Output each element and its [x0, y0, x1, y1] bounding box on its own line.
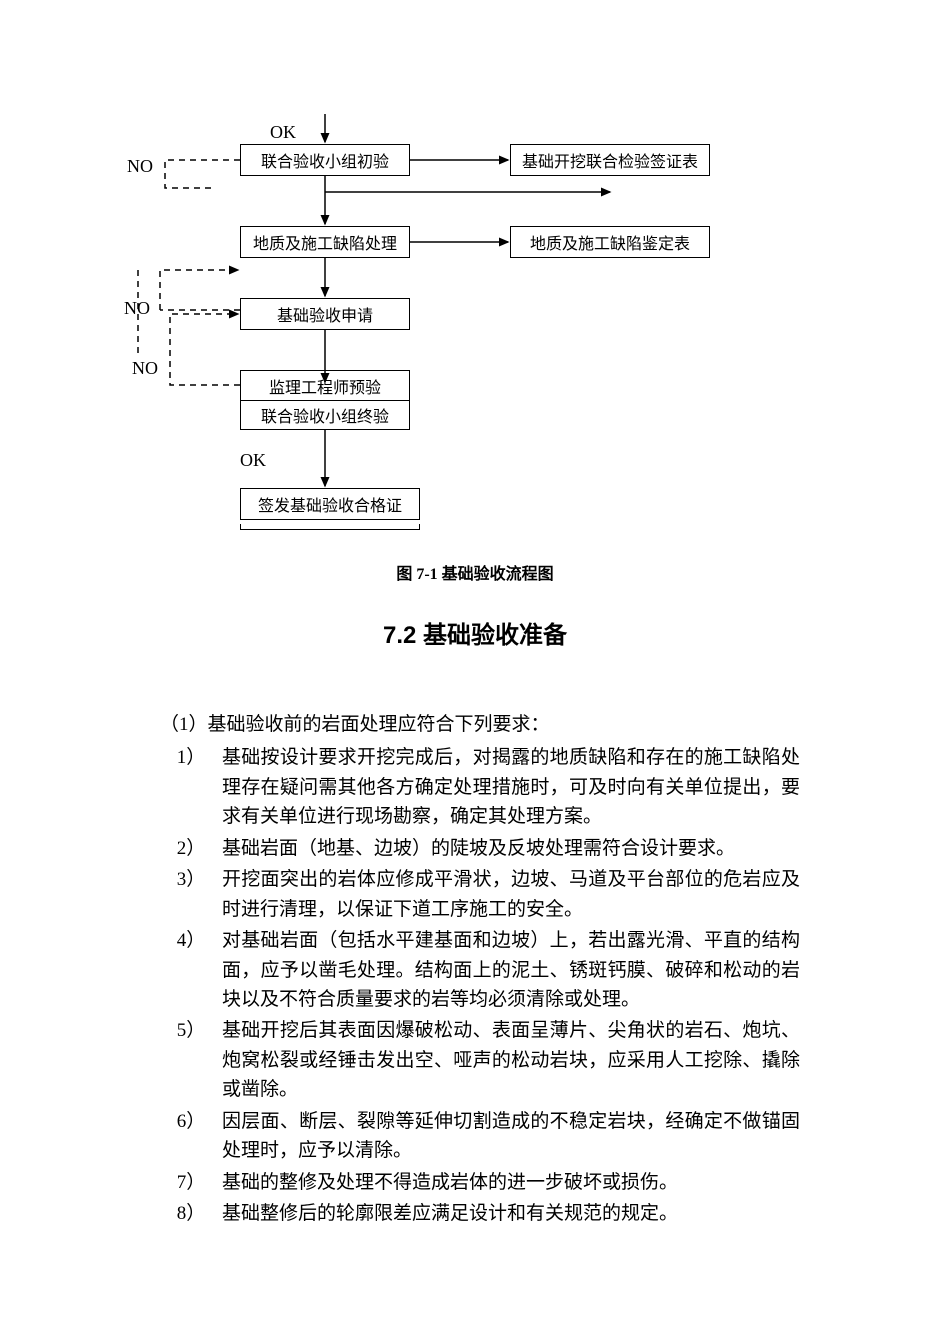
- list-item-number: 8）: [160, 1199, 222, 1228]
- list-item-text: 基础岩面（地基、边坡）的陡坡及反坡处理需符合设计要求。: [222, 834, 800, 863]
- node-issue-cert: 签发基础验收合格证: [240, 488, 420, 520]
- label-ok-bottom: OK: [240, 450, 266, 471]
- flowchart-caption: 图 7-1 基础验收流程图: [0, 560, 950, 584]
- section-title: 7.2 基础验收准备: [0, 615, 950, 650]
- label-ok-top: OK: [270, 122, 296, 143]
- list-item: 7）基础的整修及处理不得造成岩体的进一步破坏或损伤。: [160, 1168, 800, 1197]
- node-form2: 地质及施工缺陷鉴定表: [510, 226, 710, 258]
- list-item-number: 4）: [160, 926, 222, 1014]
- list-item-text: 基础开挖后其表面因爆破松动、表面呈薄片、尖角状的岩石、炮坑、炮窝松裂或经锤击发出…: [222, 1016, 800, 1104]
- list-item-text: 开挖面突出的岩体应修成平滑状，边坡、马道及平台部位的危岩应及时进行清理，以保证下…: [222, 865, 800, 924]
- list-item: 8）基础整修后的轮廓限差应满足设计和有关规范的规定。: [160, 1199, 800, 1228]
- node-pre-inspect: 监理工程师预验: [240, 370, 410, 400]
- node-inspect-init: 联合验收小组初验: [240, 144, 410, 176]
- list-item-text: 基础整修后的轮廓限差应满足设计和有关规范的规定。: [222, 1199, 800, 1228]
- list-item: 5）基础开挖后其表面因爆破松动、表面呈薄片、尖角状的岩石、炮坑、炮窝松裂或经锤击…: [160, 1016, 800, 1104]
- intro-prefix: （1）: [160, 714, 208, 735]
- list-item-number: 3）: [160, 865, 222, 924]
- list-item: 3）开挖面突出的岩体应修成平滑状，边坡、马道及平台部位的危岩应及时进行清理，以保…: [160, 865, 800, 924]
- list-item: 2）基础岩面（地基、边坡）的陡坡及反坡处理需符合设计要求。: [160, 834, 800, 863]
- label-no1: NO: [127, 156, 153, 177]
- list-item-number: 2）: [160, 834, 222, 863]
- list-item: 6）因层面、断层、裂隙等延伸切割造成的不稳定岩块，经确定不做锚固处理时，应予以清…: [160, 1107, 800, 1166]
- flowchart: 联合验收小组初验 基础开挖联合检验签证表 地质及施工缺陷处理 地质及施工缺陷鉴定…: [110, 100, 750, 540]
- label-no2: NO: [124, 298, 150, 319]
- content-body: （1）基础验收前的岩面处理应符合下列要求： 1）基础按设计要求开挖完成后，对揭露…: [160, 710, 800, 1230]
- list-item-text: 基础按设计要求开挖完成后，对揭露的地质缺陷和存在的施工缺陷处理存在疑问需其他各方…: [222, 743, 800, 831]
- list-item-text: 因层面、断层、裂隙等延伸切割造成的不稳定岩块，经确定不做锚固处理时，应予以清除。: [222, 1107, 800, 1166]
- list-item-text: 基础的整修及处理不得造成岩体的进一步破坏或损伤。: [222, 1168, 800, 1197]
- node-final-inspect: 联合验收小组终验: [240, 400, 410, 430]
- list-item-number: 7）: [160, 1168, 222, 1197]
- intro-line: （1）基础验收前的岩面处理应符合下列要求：: [160, 710, 800, 739]
- node-defect-process: 地质及施工缺陷处理: [240, 226, 410, 258]
- node-apply: 基础验收申请: [240, 298, 410, 330]
- list-item: 1）基础按设计要求开挖完成后，对揭露的地质缺陷和存在的施工缺陷处理存在疑问需其他…: [160, 743, 800, 831]
- list-item-text: 对基础岩面（包括水平建基面和边坡）上，若出露光滑、平直的结构面，应予以凿毛处理。…: [222, 926, 800, 1014]
- list-item-number: 5）: [160, 1016, 222, 1104]
- intro-text: 基础验收前的岩面处理应符合下列要求：: [208, 714, 550, 735]
- list-item-number: 6）: [160, 1107, 222, 1166]
- node-form1: 基础开挖联合检验签证表: [510, 144, 710, 176]
- label-no3: NO: [132, 358, 158, 379]
- list-item: 4）对基础岩面（包括水平建基面和边坡）上，若出露光滑、平直的结构面，应予以凿毛处…: [160, 926, 800, 1014]
- list-item-number: 1）: [160, 743, 222, 831]
